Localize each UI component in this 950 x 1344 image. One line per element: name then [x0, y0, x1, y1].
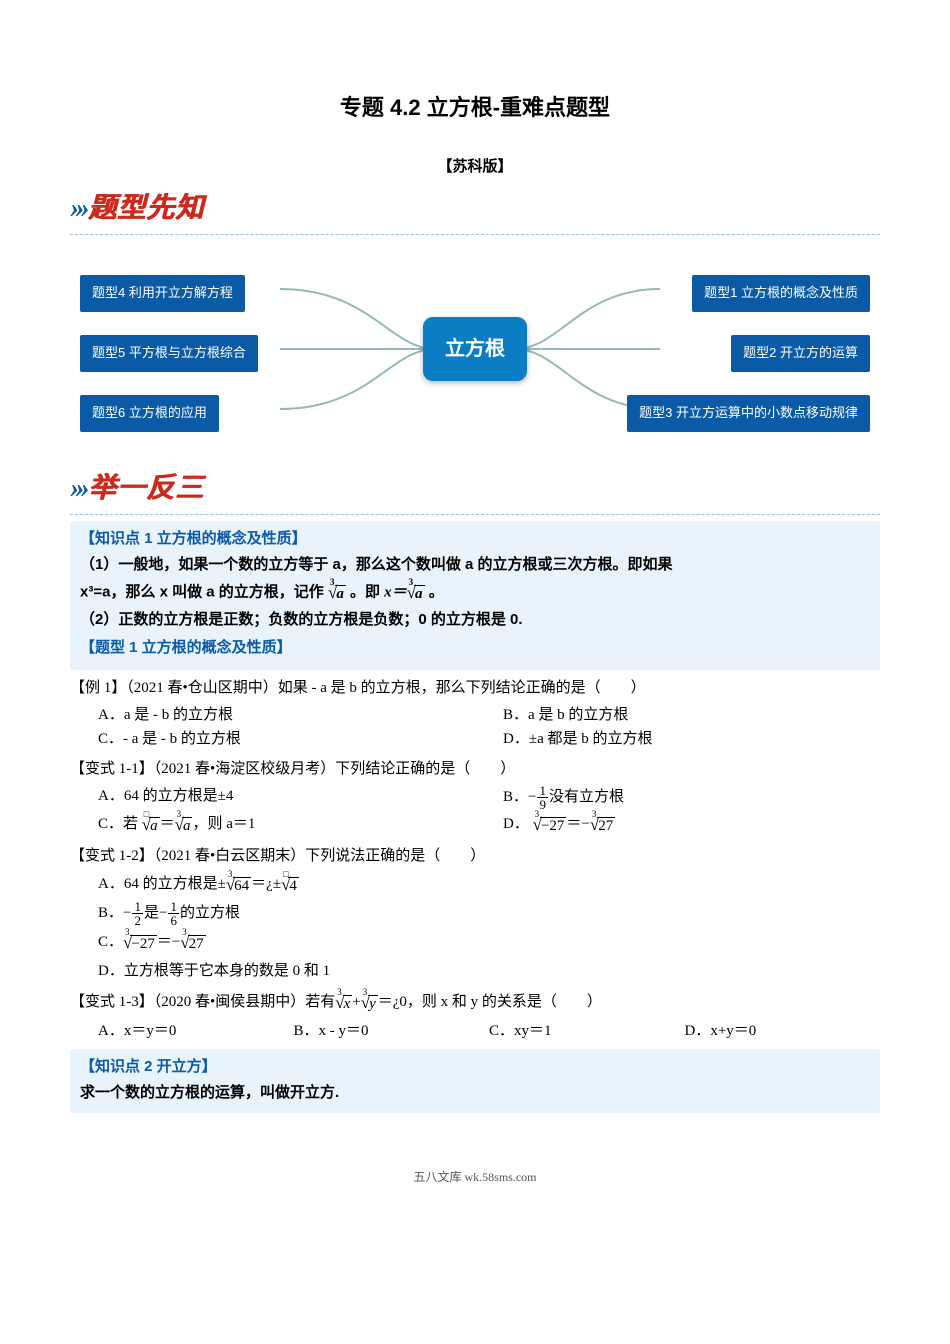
v13-opt-a: A．x＝y＝0	[98, 1019, 294, 1043]
kb1-line2b: 。即	[350, 583, 384, 600]
ex1-opt-a: A．a 是 - b 的立方根	[70, 703, 475, 727]
variant-1-3: 【变式 1-3】（2020 春•闽侯县期中）若有3√x+3√y＝¿0，则 x 和…	[70, 989, 880, 1043]
v13-stem-mid: ＝¿0，则 x 和 y 的关系是（ ）	[378, 994, 602, 1010]
page-title: 专题 4.2 立方根-重难点题型	[70, 90, 880, 125]
v12-opt-a: A．64 的立方根是±3√64＝¿±□√4	[70, 871, 880, 898]
v11-c-pre: C．若	[98, 816, 138, 832]
ex1-options: A．a 是 - b 的立方根 B．a 是 b 的立方根 C．- a 是 - b …	[70, 703, 880, 751]
ex1-opt-c: C．- a 是 - b 的立方根	[70, 727, 475, 751]
v12-a-pre: A．64 的立方根是±	[98, 876, 226, 892]
variant-1-2: 【变式 1-2】（2021 春•白云区期末）下列说法正确的是（ ） A．64 的…	[70, 844, 880, 982]
v13-opt-c: C．xy＝1	[489, 1019, 685, 1043]
kb2-line1: 求一个数的立方根的运算，叫做开立方.	[80, 1081, 870, 1105]
v11-d-pre: D．	[503, 816, 529, 832]
v11-b-post: 没有立方根	[549, 789, 624, 805]
v12-opt-b: B．−12是−16的立方根	[70, 900, 880, 927]
v13-options: A．x＝y＝0 B．x - y＝0 C．xy＝1 D．x+y＝0	[70, 1019, 880, 1043]
banner-arrows-2: ›››	[70, 473, 86, 504]
kb1-line1: （1）一般地，如果一个数的立方等于 a，那么这个数叫做 a 的立方根或三次方根。…	[80, 553, 870, 577]
v11-c-mid: ，则 a＝1	[192, 816, 255, 832]
ex1-stem: 【例 1】（2021 春•仓山区期中）如果 - a 是 b 的立方根，那么下列结…	[70, 676, 880, 700]
v13-stem: 【变式 1-3】（2020 春•闽侯县期中）若有3√x+3√y＝¿0，则 x 和…	[70, 989, 880, 1016]
mindmap-node-r3: 题型3 开立方运算中的小数点移动规律	[627, 395, 870, 432]
v13-stem-pre: 【变式 1-3】（2020 春•闽侯县期中）若有	[70, 994, 335, 1010]
banner-underline-2	[70, 514, 880, 515]
banner-text-2: 举一反三	[88, 473, 204, 504]
v11-b-pre: B．	[503, 789, 528, 805]
kb1-line3: （2）正数的立方根是正数；负数的立方根是负数；0 的立方根是 0.	[80, 608, 870, 632]
mindmap-node-l2: 题型5 平方根与立方根综合	[80, 335, 258, 372]
cbrt-a-1: 3√a	[328, 579, 346, 606]
v12-b-mid: 是	[144, 905, 159, 921]
knowledge-box-1: 【知识点 1 立方根的概念及性质】 （1）一般地，如果一个数的立方等于 a，那么…	[70, 521, 880, 670]
banner-arrows: ›››	[70, 193, 86, 224]
banner-underline-1	[70, 234, 880, 235]
banner-examples: ›››举一反三	[70, 467, 880, 515]
mindmap-node-r2: 题型2 开立方的运算	[731, 335, 870, 372]
kb1-line2a: x³=a，那么 x 叫做 a 的立方根，记作	[80, 583, 328, 600]
knowledge-box-2: 【知识点 2 开立方】 求一个数的立方根的运算，叫做开立方.	[70, 1049, 880, 1113]
cbrt-a-2: 3√a	[407, 579, 425, 606]
mindmap-node-r1: 题型1 立方根的概念及性质	[692, 275, 870, 312]
variant-1-1: 【变式 1-1】（2021 春•海淀区校级月考）下列结论正确的是（ ） A．64…	[70, 757, 880, 838]
banner-preview: ›››题型先知	[70, 187, 880, 235]
banner-text-1: 题型先知	[88, 193, 204, 224]
kb1-title: 【知识点 1 立方根的概念及性质】	[80, 527, 870, 551]
mindmap: 立方根 题型4 利用开立方解方程 题型5 平方根与立方根综合 题型6 立方根的应…	[70, 249, 880, 449]
v13-opt-d: D．x+y＝0	[685, 1019, 881, 1043]
v12-b-post: 的立方根	[180, 905, 240, 921]
v12-stem: 【变式 1-2】（2021 春•白云区期末）下列说法正确的是（ ）	[70, 844, 880, 868]
v12-b-pre: B．	[98, 905, 123, 921]
v11-options: A．64 的立方根是±4 B．−19没有立方根 C．若 □√a＝3√a，则 a＝…	[70, 784, 880, 838]
v12-options: A．64 的立方根是±3√64＝¿±□√4 B．−12是−16的立方根 C．3√…	[70, 871, 880, 982]
ex1-opt-b: B．a 是 b 的立方根	[475, 703, 880, 727]
kb1-line2c: 。	[429, 583, 444, 600]
section-1-label: 【题型 1 立方根的概念及性质】	[80, 636, 870, 660]
v12-opt-d: D．立方根等于它本身的数是 0 和 1	[70, 959, 880, 983]
v11-opt-c: C．若 □√a＝3√a，则 a＝1	[70, 811, 475, 838]
math-x-eq: x＝	[384, 584, 407, 600]
kb1-line2: x³=a，那么 x 叫做 a 的立方根，记作 3√a 。即 x＝3√a 。	[80, 579, 870, 606]
mindmap-center: 立方根	[423, 317, 527, 381]
page-footer: 五八文库 wk.58sms.com	[70, 1168, 880, 1187]
kb2-title: 【知识点 2 开立方】	[80, 1055, 870, 1079]
example-1: 【例 1】（2021 春•仓山区期中）如果 - a 是 b 的立方根，那么下列结…	[70, 676, 880, 751]
v11-opt-a: A．64 的立方根是±4	[70, 784, 475, 811]
mindmap-node-l3: 题型6 立方根的应用	[80, 395, 219, 432]
mindmap-node-l1: 题型4 利用开立方解方程	[80, 275, 245, 312]
ex1-opt-d: D．±a 都是 b 的立方根	[475, 727, 880, 751]
v11-stem: 【变式 1-1】（2021 春•海淀区校级月考）下列结论正确的是（ ）	[70, 757, 880, 781]
v13-opt-b: B．x - y＝0	[294, 1019, 490, 1043]
v12-a-mid: ＝¿±	[251, 876, 281, 892]
v12-opt-c: C．3√−27＝−3√27	[70, 929, 880, 956]
v12-c-pre: C．	[98, 934, 123, 950]
page-subtitle: 【苏科版】	[70, 155, 880, 179]
v11-opt-d: D． 3√−27＝−3√27	[475, 811, 880, 838]
